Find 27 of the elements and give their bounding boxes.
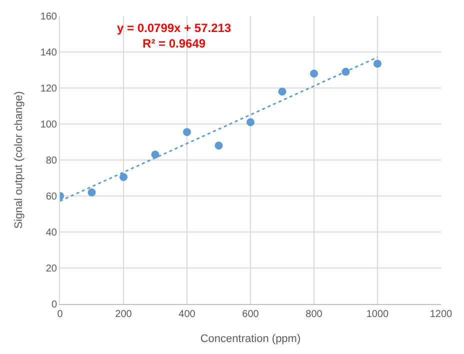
x-tick-label: 600: [242, 309, 260, 320]
x-tick-label: 200: [115, 309, 132, 320]
y-axis-title: Signal output (color change): [12, 91, 25, 229]
point: [246, 118, 254, 126]
x-tick-label: 1000: [366, 309, 390, 320]
y-tick-label: 120: [40, 84, 58, 94]
annotation: y = 0.0799x + 57.213 R² = 0.9649: [117, 21, 232, 51]
y-tick-label: 80: [46, 156, 58, 166]
point: [214, 142, 223, 150]
y-tick-label: 20: [46, 264, 58, 274]
y-tick-label: 40: [46, 228, 58, 238]
point: [278, 88, 286, 96]
y-tick-label: 160: [40, 12, 58, 22]
point: [120, 173, 128, 182]
x-tick-label: 400: [178, 309, 196, 320]
point: [88, 188, 96, 196]
x-tick-label: 1200: [430, 309, 453, 320]
x-tick-label: 800: [306, 309, 323, 320]
point: [374, 60, 382, 68]
y-tick-label: 100: [40, 120, 58, 130]
point: [310, 70, 318, 78]
point: [183, 128, 191, 136]
point: [151, 150, 160, 159]
y-tick-label: 140: [40, 48, 58, 58]
y-tick-label: 60: [46, 192, 58, 202]
x-axis-title: Concentration (ppm): [200, 333, 301, 346]
y-tick-label: 0: [51, 300, 58, 310]
